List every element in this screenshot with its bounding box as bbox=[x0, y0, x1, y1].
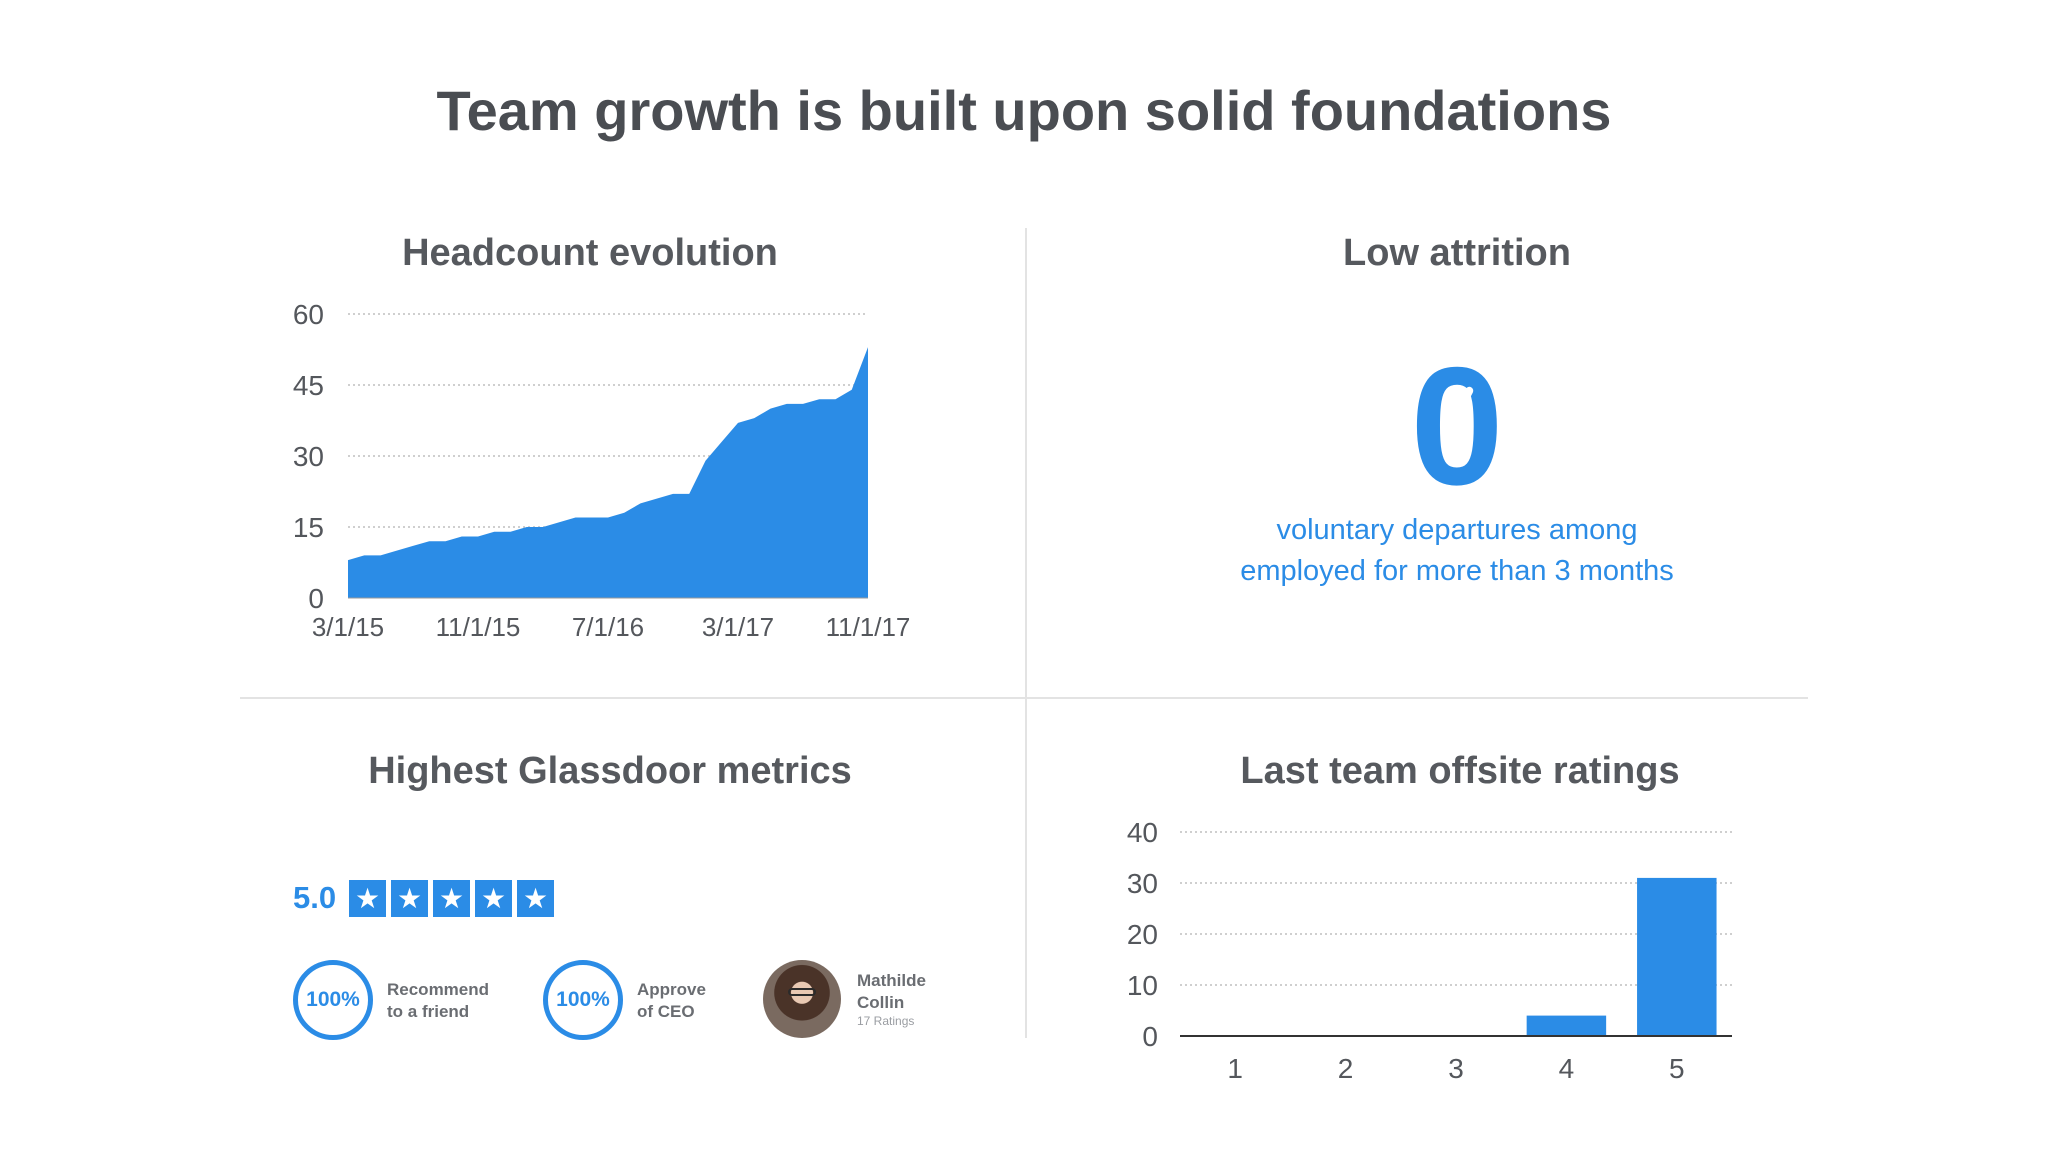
vertical-divider bbox=[1025, 228, 1027, 1038]
glassdoor-rating: 5.0 bbox=[293, 880, 337, 915]
y-tick-label: 0 bbox=[308, 583, 324, 614]
y-tick-label: 30 bbox=[1127, 868, 1158, 899]
ceo-first-name: Mathilde bbox=[857, 971, 926, 990]
ceo-last-name: Collin bbox=[857, 993, 905, 1012]
approve-line-1: Approve bbox=[637, 980, 706, 999]
ceo-ratings-count: 17 Ratings bbox=[857, 1014, 915, 1028]
x-tick-label: 3/1/15 bbox=[312, 612, 384, 642]
x-tick-label: 3/1/17 bbox=[702, 612, 774, 642]
y-tick-label: 0 bbox=[1142, 1021, 1158, 1052]
approve-ring: 100% bbox=[543, 960, 623, 1040]
horizontal-divider bbox=[240, 697, 1808, 699]
rating-bar bbox=[1526, 1015, 1607, 1036]
x-tick-label: 2 bbox=[1338, 1053, 1354, 1084]
y-tick-label: 20 bbox=[1127, 919, 1158, 950]
x-tick-label: 5 bbox=[1669, 1053, 1685, 1084]
attrition-line-2: employed for more than 3 months bbox=[1240, 555, 1674, 587]
recommend-line-1: Recommend bbox=[387, 980, 490, 999]
x-tick-label: 1 bbox=[1227, 1053, 1243, 1084]
star-icon: ★ bbox=[517, 880, 554, 917]
attrition-line-1: voluntary departures among bbox=[1276, 514, 1638, 546]
x-tick-label: 7/1/16 bbox=[572, 612, 644, 642]
y-tick-label: 15 bbox=[293, 512, 324, 543]
approve-value: 100% bbox=[556, 988, 610, 1011]
y-tick-label: 45 bbox=[293, 370, 324, 401]
avatar-glasses-icon bbox=[788, 988, 816, 996]
approve-label: Approve of CEO bbox=[637, 979, 706, 1023]
offsite-bar-chart: 0 10 20 30 40 1 2 3 4 5 bbox=[1127, 817, 1732, 1084]
offsite-title: Last team offsite ratings bbox=[1240, 750, 1680, 792]
ceo-avatar bbox=[763, 960, 841, 1038]
x-tick-label: 11/1/17 bbox=[826, 612, 911, 642]
attrition-value: 0 bbox=[1410, 332, 1504, 520]
headcount-title: Headcount evolution bbox=[402, 232, 778, 274]
headcount-area bbox=[348, 347, 868, 598]
star-icon: ★ bbox=[475, 880, 512, 917]
attrition-description: voluntary departures among employed for … bbox=[1100, 510, 1814, 592]
x-tick-label: 3 bbox=[1448, 1053, 1464, 1084]
star-icon: ★ bbox=[391, 880, 428, 917]
star-icon: ★ bbox=[349, 880, 386, 917]
star-rating: ★ ★ ★ ★ ★ bbox=[349, 880, 554, 917]
star-icon: ★ bbox=[433, 880, 470, 917]
x-tick-label: 4 bbox=[1559, 1053, 1575, 1084]
recommend-value: 100% bbox=[306, 988, 360, 1011]
ceo-name: Mathilde Collin bbox=[857, 970, 926, 1014]
y-tick-label: 40 bbox=[1127, 817, 1158, 848]
y-tick-label: 10 bbox=[1127, 970, 1158, 1001]
page-title: Team growth is built upon solid foundati… bbox=[436, 79, 1612, 142]
attrition-title: Low attrition bbox=[1343, 232, 1571, 274]
y-tick-label: 60 bbox=[293, 299, 324, 330]
recommend-line-2: to a friend bbox=[387, 1002, 470, 1021]
glassdoor-title: Highest Glassdoor metrics bbox=[368, 750, 852, 792]
rating-bar bbox=[1637, 877, 1717, 1036]
y-tick-label: 30 bbox=[293, 441, 324, 472]
approve-line-2: of CEO bbox=[637, 1002, 695, 1021]
x-tick-label: 11/1/15 bbox=[436, 612, 521, 642]
recommend-label: Recommend to a friend bbox=[387, 979, 489, 1023]
headcount-area-chart: 0 15 30 45 60 3/1/15 11/1/15 7/1/16 3/1/17 11/1/1… bbox=[293, 299, 911, 642]
recommend-ring: 100% bbox=[293, 960, 373, 1040]
